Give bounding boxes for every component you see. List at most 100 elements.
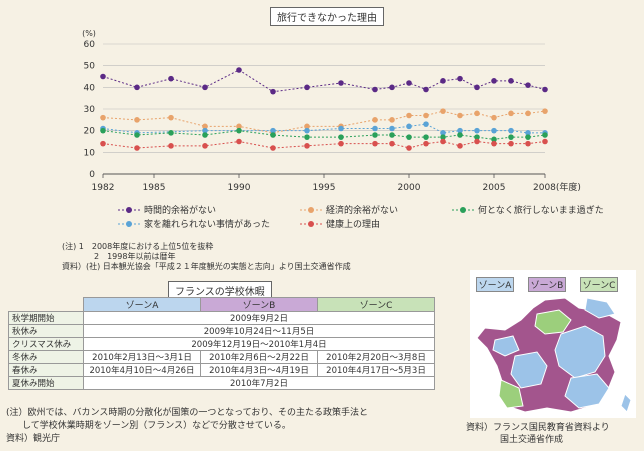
table-row: 夏休み開始 2010年7月2日: [8, 376, 435, 390]
data-point: [372, 117, 378, 123]
data-point: [100, 73, 106, 80]
data-point: [134, 84, 140, 91]
data-point: [270, 132, 276, 138]
data-point: [100, 114, 106, 121]
legend-item-4: 家を離れられない事情があった: [118, 217, 270, 230]
data-point: [508, 140, 514, 147]
chart-note-2: 2 1998年以前は暦年: [94, 252, 176, 261]
data-point: [134, 145, 140, 151]
data-point: [304, 123, 310, 130]
data-point: [423, 86, 429, 93]
map-legend-zone-a: ゾーンA: [476, 277, 514, 292]
data-point: [423, 112, 429, 119]
table-cell: 2010年4月3日～4月19日: [200, 363, 318, 377]
legend-label: 家を離れられない事情があった: [144, 220, 271, 230]
y-tick-label: 20: [84, 127, 96, 137]
data-point: [236, 127, 242, 134]
school-holiday-table: ゾーンA ゾーンB ゾーンC 秋学期開始 2009年9月2日 秋休み 2009年…: [8, 297, 435, 390]
table-cell: 2009年9月2日: [83, 311, 435, 325]
data-point: [525, 130, 531, 136]
data-point: [389, 132, 395, 138]
data-point: [338, 134, 344, 140]
data-point: [525, 110, 531, 117]
row-label: 秋休み: [8, 324, 84, 338]
table-row: 秋休み 2009年10月24日～11月5日: [8, 324, 435, 338]
legend-item-3: 何となく旅行しないまま過ぎた: [452, 203, 604, 216]
table-cell: 2010年2月13日～3月1日: [83, 350, 201, 364]
table-row: 春休み 2010年4月10日～4月26日 2010年4月3日～4月19日 201…: [8, 363, 435, 377]
data-point: [406, 145, 412, 151]
data-point: [474, 134, 480, 140]
table-header-row: ゾーンA ゾーンB ゾーンC: [8, 297, 435, 312]
table-note-1: (注）欧州では、バカンス時期の分散化が国策の一つとなっており、その主たる政策手法…: [6, 408, 368, 418]
data-point: [304, 143, 310, 149]
data-point: [440, 108, 446, 114]
data-point: [168, 75, 174, 82]
x-tick-label: 1982: [92, 183, 115, 193]
data-point: [168, 143, 174, 149]
data-point: [270, 145, 276, 151]
data-point: [542, 132, 548, 138]
data-point: [491, 140, 497, 147]
table-cell: 2010年2月6日～2月22日: [200, 350, 318, 364]
data-point: [491, 78, 497, 84]
y-tick-label: 60: [84, 40, 96, 50]
data-point: [304, 127, 310, 134]
y-tick-label: 50: [84, 62, 96, 72]
table-cell: 2010年4月17日～5月3日: [317, 363, 435, 377]
legend-marker-icon: [118, 220, 140, 227]
chart-source: 資料）(社) 日本観光協会「平成２１年度観光の実態と志向」より国土交通省作成: [62, 262, 351, 271]
data-point: [304, 84, 310, 91]
data-point: [389, 140, 395, 147]
y-tick-label: 10: [84, 148, 96, 158]
data-point: [457, 112, 463, 119]
data-point: [525, 82, 531, 88]
legend-marker-icon: [118, 206, 140, 213]
data-point: [168, 130, 174, 136]
data-point: [270, 88, 276, 95]
table-source: 資料）観光庁: [6, 434, 61, 444]
data-point: [457, 143, 463, 149]
data-point: [236, 138, 242, 145]
data-point: [440, 138, 446, 145]
data-point: [474, 138, 480, 145]
row-label: クリスマス休み: [8, 337, 84, 351]
map-source-1: 資料）フランス国民教育省資料より: [466, 423, 610, 433]
zone-c-header: ゾーンC: [317, 297, 435, 312]
zone-b-header: ゾーンB: [200, 297, 318, 312]
data-point: [389, 84, 395, 91]
data-point: [236, 67, 242, 73]
chart-note-1: (注) 1 2008年度における上位5位を抜粋: [62, 242, 214, 251]
data-point: [423, 134, 429, 140]
map-legend-zone-b: ゾーンB: [528, 277, 566, 292]
x-tick-label: 1990: [228, 183, 251, 193]
table-cell: 2010年2月20日～3月8日: [317, 350, 435, 364]
table-cell: 2009年12月19日～2010年1月4日: [83, 337, 435, 351]
table-row: クリスマス休み 2009年12月19日～2010年1月4日: [8, 337, 435, 351]
y-axis-unit: (%): [82, 29, 96, 38]
x-tick-label: 1995: [313, 183, 336, 193]
data-point: [134, 132, 140, 138]
france-zone-map: [476, 297, 632, 413]
x-tick-label: 2005: [483, 183, 506, 193]
data-point: [202, 132, 208, 138]
data-point: [372, 132, 378, 138]
data-point: [304, 134, 310, 140]
data-point: [372, 86, 378, 93]
x-tick-label: 2000: [398, 183, 421, 193]
x-tick-label: 1985: [143, 183, 166, 193]
data-point: [474, 127, 480, 134]
legend-item-2: 経済的余裕がない: [300, 203, 398, 216]
data-point: [100, 140, 106, 147]
data-point: [338, 140, 344, 147]
data-point: [338, 80, 344, 86]
data-point: [202, 143, 208, 149]
legend-item-1: 時間的余裕がない: [118, 203, 216, 216]
chart-title: 旅行できなかった理由: [270, 7, 384, 26]
data-point: [508, 78, 514, 84]
data-point: [236, 123, 242, 130]
data-point: [457, 127, 463, 134]
data-point: [168, 114, 174, 121]
x-tick-label: 2008(年度): [533, 181, 581, 193]
table-note-2: して学校休業時期をゾーン別（フランス）などで分散させている。: [22, 421, 291, 431]
